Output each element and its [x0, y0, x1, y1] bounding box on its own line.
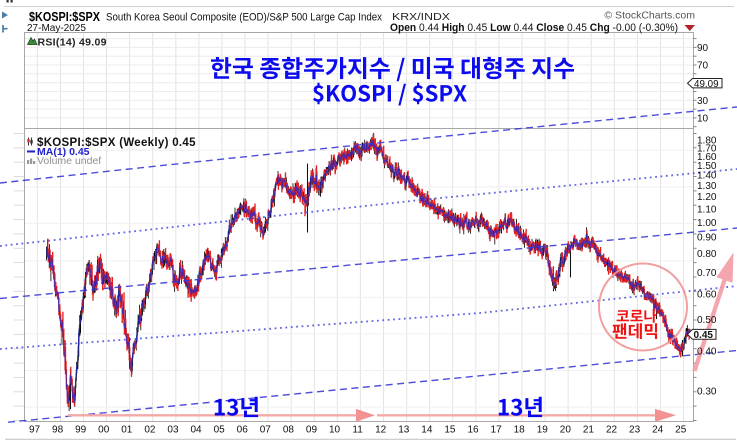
svg-text:1.50: 1.50	[697, 161, 717, 172]
svg-text:1.20: 1.20	[697, 192, 717, 203]
svg-text:21: 21	[583, 425, 595, 436]
svg-text:07: 07	[260, 425, 272, 436]
svg-text:06: 06	[237, 425, 249, 436]
svg-text:MA(1) 0.45: MA(1) 0.45	[37, 146, 90, 158]
svg-text:10: 10	[329, 425, 341, 436]
svg-text:$KOSPI:$SPX: $KOSPI:$SPX	[29, 9, 100, 24]
svg-text:0.60: 0.60	[697, 289, 717, 300]
svg-text:1.60: 1.60	[697, 152, 717, 163]
svg-text:05: 05	[214, 425, 226, 436]
svg-text:03: 03	[167, 425, 179, 436]
svg-text:$KOSPI:$SPX (Weekly) 0.45: $KOSPI:$SPX (Weekly) 0.45	[37, 137, 196, 149]
svg-text:20: 20	[560, 425, 572, 436]
svg-text:Volume undef: Volume undef	[37, 155, 101, 167]
svg-text:16: 16	[467, 425, 479, 436]
svg-text:0.50: 0.50	[697, 315, 717, 326]
svg-text:30: 30	[697, 96, 709, 107]
svg-text:1.00: 1.00	[697, 218, 717, 229]
svg-text:00: 00	[98, 425, 110, 436]
svg-text:04: 04	[190, 425, 202, 436]
svg-text:01: 01	[121, 425, 133, 436]
svg-text:25: 25	[675, 425, 687, 436]
svg-text:12: 12	[375, 425, 387, 436]
svg-text:1.40: 1.40	[697, 171, 717, 182]
svg-text:19: 19	[537, 425, 549, 436]
svg-text:99: 99	[75, 425, 87, 436]
svg-text:15: 15	[444, 425, 456, 436]
svg-text:South Korea Seoul Composite (E: South Korea Seoul Composite (EOD)/S&P 50…	[106, 12, 382, 24]
svg-text:14: 14	[421, 425, 433, 436]
svg-text:97: 97	[29, 425, 41, 436]
svg-text:17: 17	[491, 425, 503, 436]
svg-text:0.90: 0.90	[697, 233, 717, 244]
svg-text:0.45: 0.45	[694, 330, 714, 341]
svg-text:18: 18	[514, 425, 526, 436]
svg-text:11: 11	[352, 425, 363, 436]
svg-text:KRX/INDX: KRX/INDX	[392, 12, 450, 23]
svg-text:98: 98	[52, 425, 64, 436]
svg-text:24: 24	[652, 425, 664, 436]
svg-text:RSI(14) 49.09: RSI(14) 49.09	[38, 36, 107, 48]
svg-text:90: 90	[697, 43, 709, 54]
svg-text:02: 02	[144, 425, 156, 436]
svg-text:1.10: 1.10	[697, 204, 717, 215]
svg-text:1.30: 1.30	[697, 181, 717, 192]
svg-text:© StockCharts.com: © StockCharts.com	[604, 10, 695, 22]
svg-text:27-May-2025: 27-May-2025	[27, 23, 86, 34]
svg-text:23: 23	[629, 425, 641, 436]
svg-text:0.70: 0.70	[697, 268, 717, 279]
svg-text:Open 0.44 High 0.45 Low 0.44 C: Open 0.44 High 0.45 Low 0.44 Close 0.45 …	[390, 22, 678, 34]
svg-text:08: 08	[283, 425, 295, 436]
svg-text:13: 13	[398, 425, 410, 436]
svg-text:09: 09	[306, 425, 318, 436]
svg-text:0.80: 0.80	[697, 249, 717, 260]
svg-text:70: 70	[697, 61, 709, 72]
svg-text:1.70: 1.70	[697, 143, 717, 154]
svg-text:0.40: 0.40	[697, 346, 717, 357]
svg-text:22: 22	[606, 425, 618, 436]
svg-text:10: 10	[697, 113, 709, 124]
svg-text:1.80: 1.80	[697, 135, 717, 146]
svg-text:0.30: 0.30	[697, 387, 717, 398]
svg-text:49.09: 49.09	[694, 79, 719, 90]
